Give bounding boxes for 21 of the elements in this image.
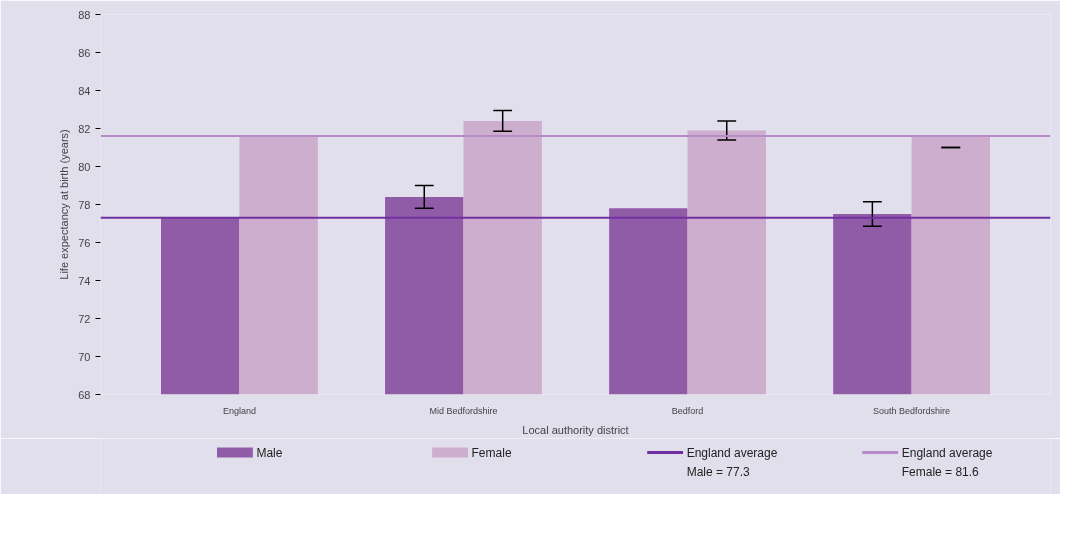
- x-axis-title: Local authority district: [522, 423, 629, 436]
- legend-label: Female: [471, 445, 512, 460]
- x-tick-label: Mid Bedfordshire: [429, 405, 498, 416]
- x-tick-label: South Bedfordshire: [873, 405, 951, 416]
- legend-label: England average Male = 77.3: [686, 445, 778, 480]
- y-tick-label: 88: [78, 8, 91, 21]
- y-tick-label: 86: [78, 46, 91, 59]
- legend-label: Male: [256, 445, 283, 460]
- y-axis-title: Life expectancy at birth (years): [58, 129, 71, 280]
- x-tick-label: England: [222, 405, 256, 416]
- y-tick-label: 84: [78, 84, 91, 97]
- y-tick-label: 78: [78, 198, 91, 211]
- y-tick-label: 80: [78, 160, 91, 173]
- y-tick-label: 70: [78, 350, 91, 363]
- x-tick-label: Bedford: [671, 405, 704, 416]
- legend-label: England average Female = 81.6: [901, 445, 993, 480]
- y-tick-label: 74: [78, 274, 91, 287]
- y-tick-label: 68: [78, 388, 91, 401]
- y-tick-label: 82: [78, 122, 91, 135]
- y-tick-label: 72: [78, 312, 91, 325]
- y-tick-label: 76: [78, 236, 91, 249]
